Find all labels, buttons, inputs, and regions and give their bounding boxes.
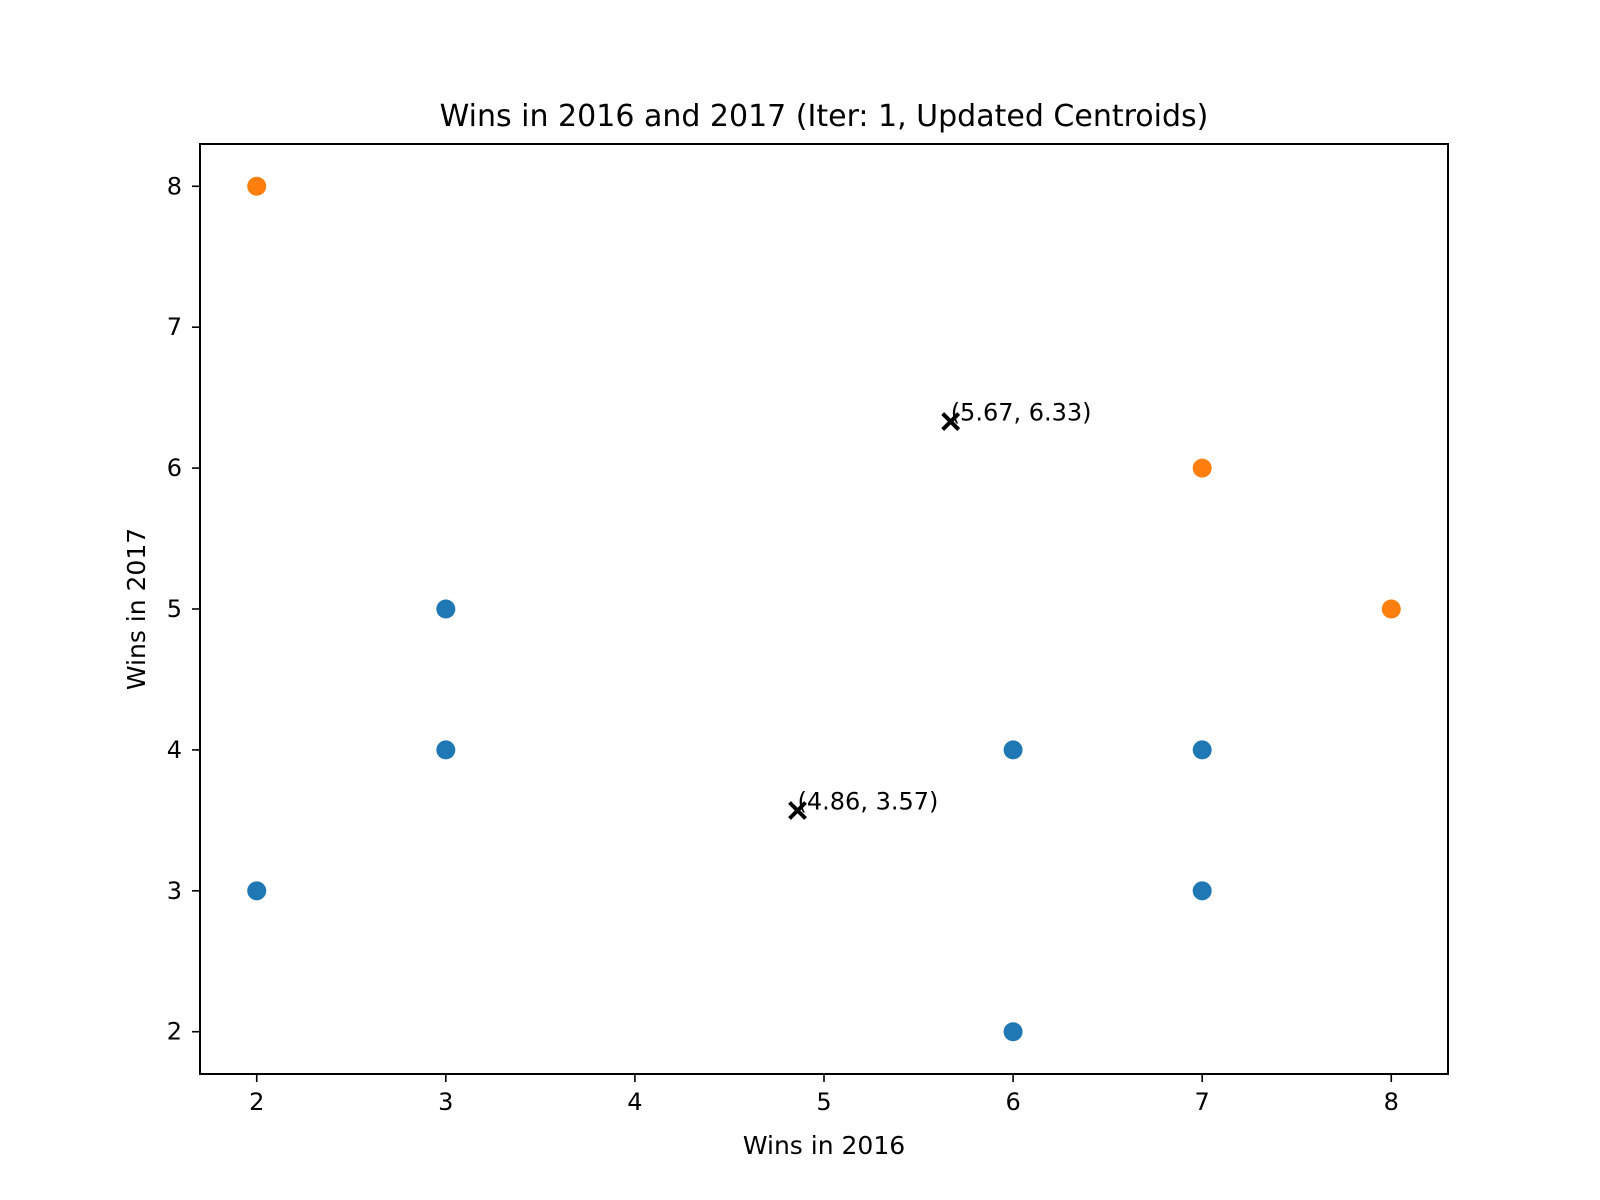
- centroid-x-marker: [788, 801, 807, 820]
- x-tick-label: 8: [1384, 1088, 1399, 1116]
- scatter-point-series-1: [1192, 881, 1212, 901]
- chart-title: Wins in 2016 and 2017 (Iter: 1, Updated …: [440, 99, 1209, 134]
- scatter-point-series-1: [436, 740, 456, 760]
- scatter-point-series-1: [1003, 1022, 1023, 1042]
- y-tick-label: 7: [167, 313, 182, 341]
- plot-frame: [199, 143, 1449, 1075]
- centroid-2: (5.67, 6.33): [941, 399, 1092, 432]
- x-tick-label: 2: [249, 1088, 264, 1116]
- y-tick-label: 3: [167, 877, 182, 905]
- centroid-label: (4.86, 3.57): [798, 788, 939, 816]
- y-tick-label: 2: [167, 1018, 182, 1046]
- centroid-markers: (4.86, 3.57) (5.67, 6.33): [788, 399, 1092, 820]
- x-tick-label: 7: [1195, 1088, 1210, 1116]
- centroid-1: (4.86, 3.57): [788, 788, 939, 820]
- scatter-point-series-2: [1192, 458, 1212, 478]
- scatter-point-series-1: [436, 599, 456, 619]
- x-axis-label: Wins in 2016: [743, 1131, 905, 1160]
- scatter-point-series-1: [247, 881, 267, 901]
- scatter-point-series-1: [1192, 740, 1212, 760]
- centroid-x-marker: [941, 412, 961, 432]
- x-tick-label: 4: [627, 1088, 642, 1116]
- y-tick-label: 6: [167, 454, 182, 482]
- y-tick-label: 4: [167, 736, 182, 764]
- x-tick-label: 6: [1005, 1088, 1020, 1116]
- y-axis-ticks: 2 3 4 5 6 7 8: [167, 172, 200, 1046]
- scatter-point-series-2: [1381, 599, 1401, 619]
- centroid-label: (5.67, 6.33): [951, 399, 1092, 427]
- x-tick-label: 5: [816, 1088, 831, 1116]
- x-axis-ticks: 2 3 4 5 6 7 8: [249, 1074, 1399, 1116]
- scatter-point-series-1: [1003, 740, 1023, 760]
- x-tick-label: 3: [438, 1088, 453, 1116]
- data-points: [247, 176, 1401, 1042]
- y-axis-label: Wins in 2017: [122, 528, 151, 690]
- y-tick-label: 5: [167, 595, 182, 623]
- y-tick-label: 8: [167, 172, 182, 200]
- scatter-point-series-2: [247, 176, 267, 196]
